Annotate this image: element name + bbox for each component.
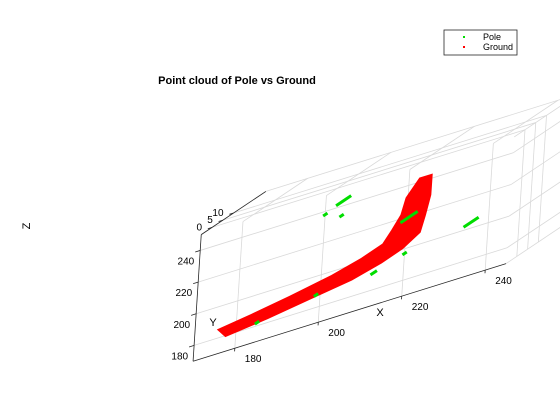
grid-line-y xyxy=(200,152,514,251)
legend-marker-ground xyxy=(463,46,465,48)
x-tick-label: 180 xyxy=(245,354,262,365)
legend-label-ground: Ground xyxy=(483,42,513,52)
pole-point-segment xyxy=(322,211,329,218)
grid-line-z xyxy=(527,122,537,250)
x-axis-line xyxy=(192,263,507,362)
grid-line-x xyxy=(317,195,327,323)
box-edge xyxy=(505,227,560,264)
pole-point-segment xyxy=(369,269,378,277)
x-tick-label: 200 xyxy=(328,328,345,339)
z-tick-mark xyxy=(207,227,213,230)
x-axis-label: X xyxy=(376,307,384,319)
pole-point-segment xyxy=(399,210,419,225)
y-tick-mark xyxy=(188,345,195,348)
grid-line-y xyxy=(198,184,512,283)
y-tick-mark xyxy=(195,250,201,253)
y-tick-label: 200 xyxy=(173,320,190,331)
pole-points xyxy=(254,194,480,326)
x-tick-label: 240 xyxy=(495,276,512,287)
y-tick-mark xyxy=(193,281,199,285)
ground-cloud xyxy=(216,173,433,338)
grid-line-x xyxy=(484,143,494,271)
ground-point-cloud xyxy=(216,173,433,338)
grid-line-y xyxy=(193,247,508,346)
z-tick-label: 10 xyxy=(212,208,224,219)
legend-marker-pole xyxy=(463,36,465,38)
pole-point-segment xyxy=(313,292,320,298)
grid-line-y xyxy=(510,151,560,185)
pole-point-segment xyxy=(335,194,352,208)
grid-line-z xyxy=(222,122,536,221)
pole-point-segment xyxy=(401,250,408,257)
pole-point-segment xyxy=(462,215,480,229)
pole-point-segment xyxy=(338,212,345,219)
y-tick-label: 180 xyxy=(171,351,188,362)
grid-line-y xyxy=(506,211,560,249)
chart-title: Point cloud of Pole vs Ground xyxy=(158,75,316,87)
legend-label-pole: Pole xyxy=(483,32,501,42)
y-tick-label: 240 xyxy=(178,256,195,267)
box-edge xyxy=(513,105,560,138)
grid-line-y xyxy=(508,181,560,217)
grid-line-z xyxy=(516,129,526,257)
x-tick-label: 220 xyxy=(412,302,429,313)
box-edge xyxy=(265,99,560,192)
axes-lines xyxy=(188,191,507,362)
z-tick-label: 0 xyxy=(196,222,202,233)
grid-line-z xyxy=(211,129,526,228)
grid-line-z xyxy=(233,114,547,214)
legend: Pole Ground xyxy=(443,29,518,56)
z-tick-mark xyxy=(229,212,234,215)
y-axis-label: Y xyxy=(209,317,217,329)
z-tick-label: 5 xyxy=(207,215,213,226)
y-tick-label: 220 xyxy=(175,288,192,299)
y-axis-line xyxy=(192,234,202,362)
grid-line-z xyxy=(537,115,547,243)
z-axis-label: Z xyxy=(21,222,33,229)
legend-box xyxy=(443,29,518,56)
pole-point-segment xyxy=(254,320,260,326)
z-tick-mark xyxy=(218,219,223,222)
y-tick-mark xyxy=(191,313,197,316)
